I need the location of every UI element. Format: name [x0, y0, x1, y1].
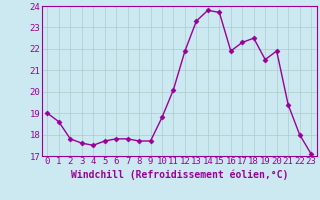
X-axis label: Windchill (Refroidissement éolien,°C): Windchill (Refroidissement éolien,°C)	[70, 169, 288, 180]
